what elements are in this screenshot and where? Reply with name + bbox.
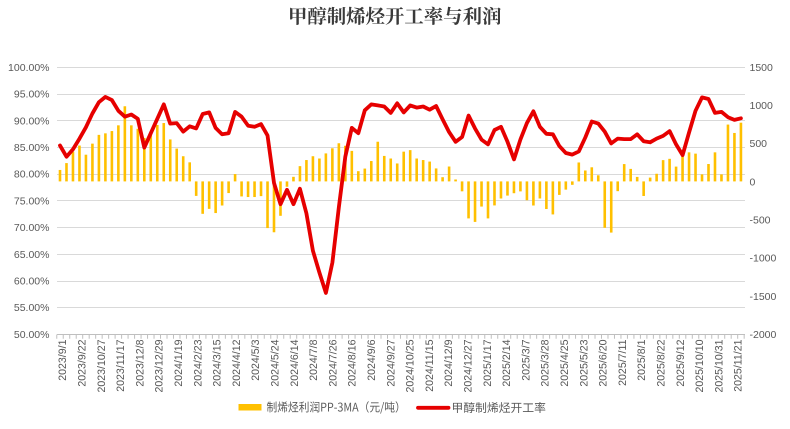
svg-text:2025/8/1: 2025/8/1 [636,339,648,380]
svg-text:60.00%: 60.00% [14,276,50,288]
svg-text:2025/10/10: 2025/10/10 [694,339,706,392]
svg-text:1000: 1000 [750,100,774,112]
svg-text:2025/2/14: 2025/2/14 [501,339,513,386]
svg-text:2025/3/28: 2025/3/28 [540,339,552,386]
svg-text:2025/11/21: 2025/11/21 [733,339,745,391]
svg-text:2023/12/8: 2023/12/8 [134,339,146,386]
svg-text:2023/10/27: 2023/10/27 [96,339,108,392]
svg-text:75.00%: 75.00% [14,195,50,207]
svg-text:80.00%: 80.00% [14,169,50,181]
svg-text:2024/7/26: 2024/7/26 [327,339,339,386]
svg-text:2023/9/1: 2023/9/1 [57,339,69,380]
svg-text:2025/1/17: 2025/1/17 [482,339,494,386]
svg-text:2025/9/12: 2025/9/12 [675,339,687,386]
svg-text:1500: 1500 [750,62,774,74]
svg-text:2023/9/22: 2023/9/22 [77,339,89,386]
svg-text:2025/3/7: 2025/3/7 [520,339,532,380]
svg-text:2024/5/24: 2024/5/24 [270,339,282,386]
svg-text:2025/8/22: 2025/8/22 [656,339,668,386]
svg-text:70.00%: 70.00% [14,222,50,234]
svg-text:0: 0 [750,176,756,188]
svg-text:2024/4/12: 2024/4/12 [231,339,243,386]
svg-text:2025/10/31: 2025/10/31 [713,339,725,392]
svg-text:2024/7/8: 2024/7/8 [308,339,320,380]
svg-text:-500: -500 [750,215,771,227]
svg-text:2024/12/27: 2024/12/27 [463,339,475,392]
svg-text:2024/9/6: 2024/9/6 [366,339,378,380]
svg-text:85.00%: 85.00% [14,142,50,154]
svg-text:95.00%: 95.00% [14,89,50,101]
svg-text:2024/9/27: 2024/9/27 [385,339,397,386]
svg-text:2025/4/25: 2025/4/25 [559,339,571,386]
svg-text:2024/1/19: 2024/1/19 [173,339,185,386]
svg-text:90.00%: 90.00% [14,115,50,127]
svg-text:2024/6/14: 2024/6/14 [289,339,301,386]
svg-text:2025/6/20: 2025/6/20 [598,339,610,386]
svg-text:2025/7/11: 2025/7/11 [617,339,629,385]
svg-text:2024/10/25: 2024/10/25 [405,339,417,392]
svg-text:2024/2/23: 2024/2/23 [192,339,204,386]
svg-text:2024/5/3: 2024/5/3 [250,339,262,380]
svg-text:50.00%: 50.00% [14,329,50,341]
svg-text:2024/12/9: 2024/12/9 [443,339,455,386]
svg-text:2024/11/15: 2024/11/15 [424,339,436,391]
svg-text:2024/8/16: 2024/8/16 [347,339,359,386]
svg-text:2025/5/23: 2025/5/23 [578,339,590,386]
svg-text:-1000: -1000 [750,253,777,265]
svg-text:65.00%: 65.00% [14,249,50,261]
svg-text:100.00%: 100.00% [8,62,49,74]
svg-text:2023/11/17: 2023/11/17 [115,339,127,391]
svg-text:2024/3/15: 2024/3/15 [212,339,224,386]
svg-text:55.00%: 55.00% [14,302,50,314]
svg-text:2023/12/29: 2023/12/29 [154,339,166,392]
svg-text:500: 500 [750,138,768,150]
svg-text:-1500: -1500 [750,291,777,303]
svg-text:-2000: -2000 [750,329,777,341]
